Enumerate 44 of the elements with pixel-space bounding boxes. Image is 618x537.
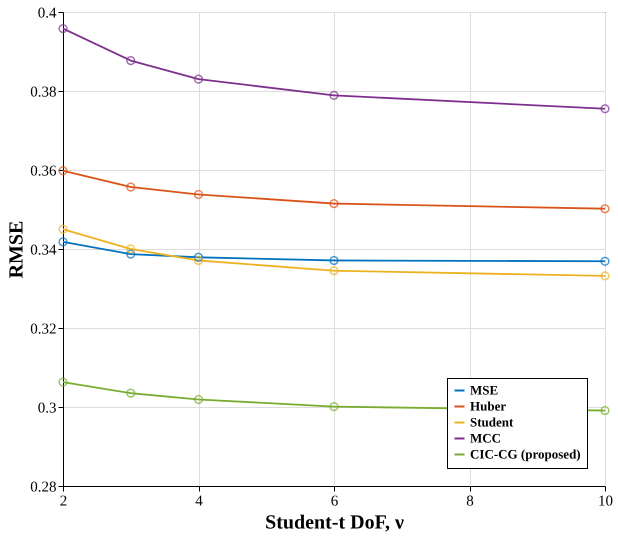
point — [126, 244, 136, 254]
point — [194, 256, 204, 266]
legend-label: Student — [470, 414, 514, 430]
point — [600, 104, 610, 114]
point — [126, 250, 136, 259]
legend-label: MSE — [470, 382, 498, 398]
y-tick-label: 0.3 — [38, 400, 56, 416]
point — [126, 182, 136, 192]
y-tick-label: 0.34 — [30, 242, 57, 258]
point — [600, 204, 610, 214]
point — [126, 56, 136, 66]
x-tick-label: 6 — [330, 494, 339, 510]
point — [329, 256, 339, 266]
x-tick-label: 10 — [598, 494, 613, 510]
legend-label: MCC — [470, 430, 502, 446]
y-tick-label: 0.36 — [30, 164, 57, 180]
point — [126, 388, 136, 398]
point — [194, 190, 204, 200]
point — [600, 406, 610, 416]
legend-label: Huber — [470, 398, 506, 414]
point — [194, 74, 204, 84]
x-tick-label: 2 — [60, 494, 68, 510]
x-tick-label: 8 — [466, 494, 474, 510]
x-tick-label: 4 — [195, 494, 204, 510]
point — [58, 166, 68, 176]
point — [600, 256, 610, 266]
point — [58, 237, 68, 247]
point — [329, 402, 339, 412]
point — [194, 394, 204, 404]
y-tick-label: 0.4 — [38, 6, 57, 22]
point — [329, 198, 339, 208]
y-tick-label: 0.38 — [30, 84, 56, 100]
point — [329, 90, 339, 100]
y-tick-label: 0.32 — [30, 322, 56, 338]
point — [58, 224, 68, 234]
y-axis-title: RMSE — [5, 220, 28, 278]
point — [329, 266, 339, 276]
x-axis-title: Student-t DoF, ν — [265, 512, 404, 534]
point — [58, 378, 68, 387]
point — [194, 252, 204, 262]
point — [58, 24, 68, 34]
y-tick-label: 0.28 — [30, 480, 56, 496]
point — [600, 271, 610, 280]
legend-label: CIC-CG (proposed) — [470, 446, 581, 462]
